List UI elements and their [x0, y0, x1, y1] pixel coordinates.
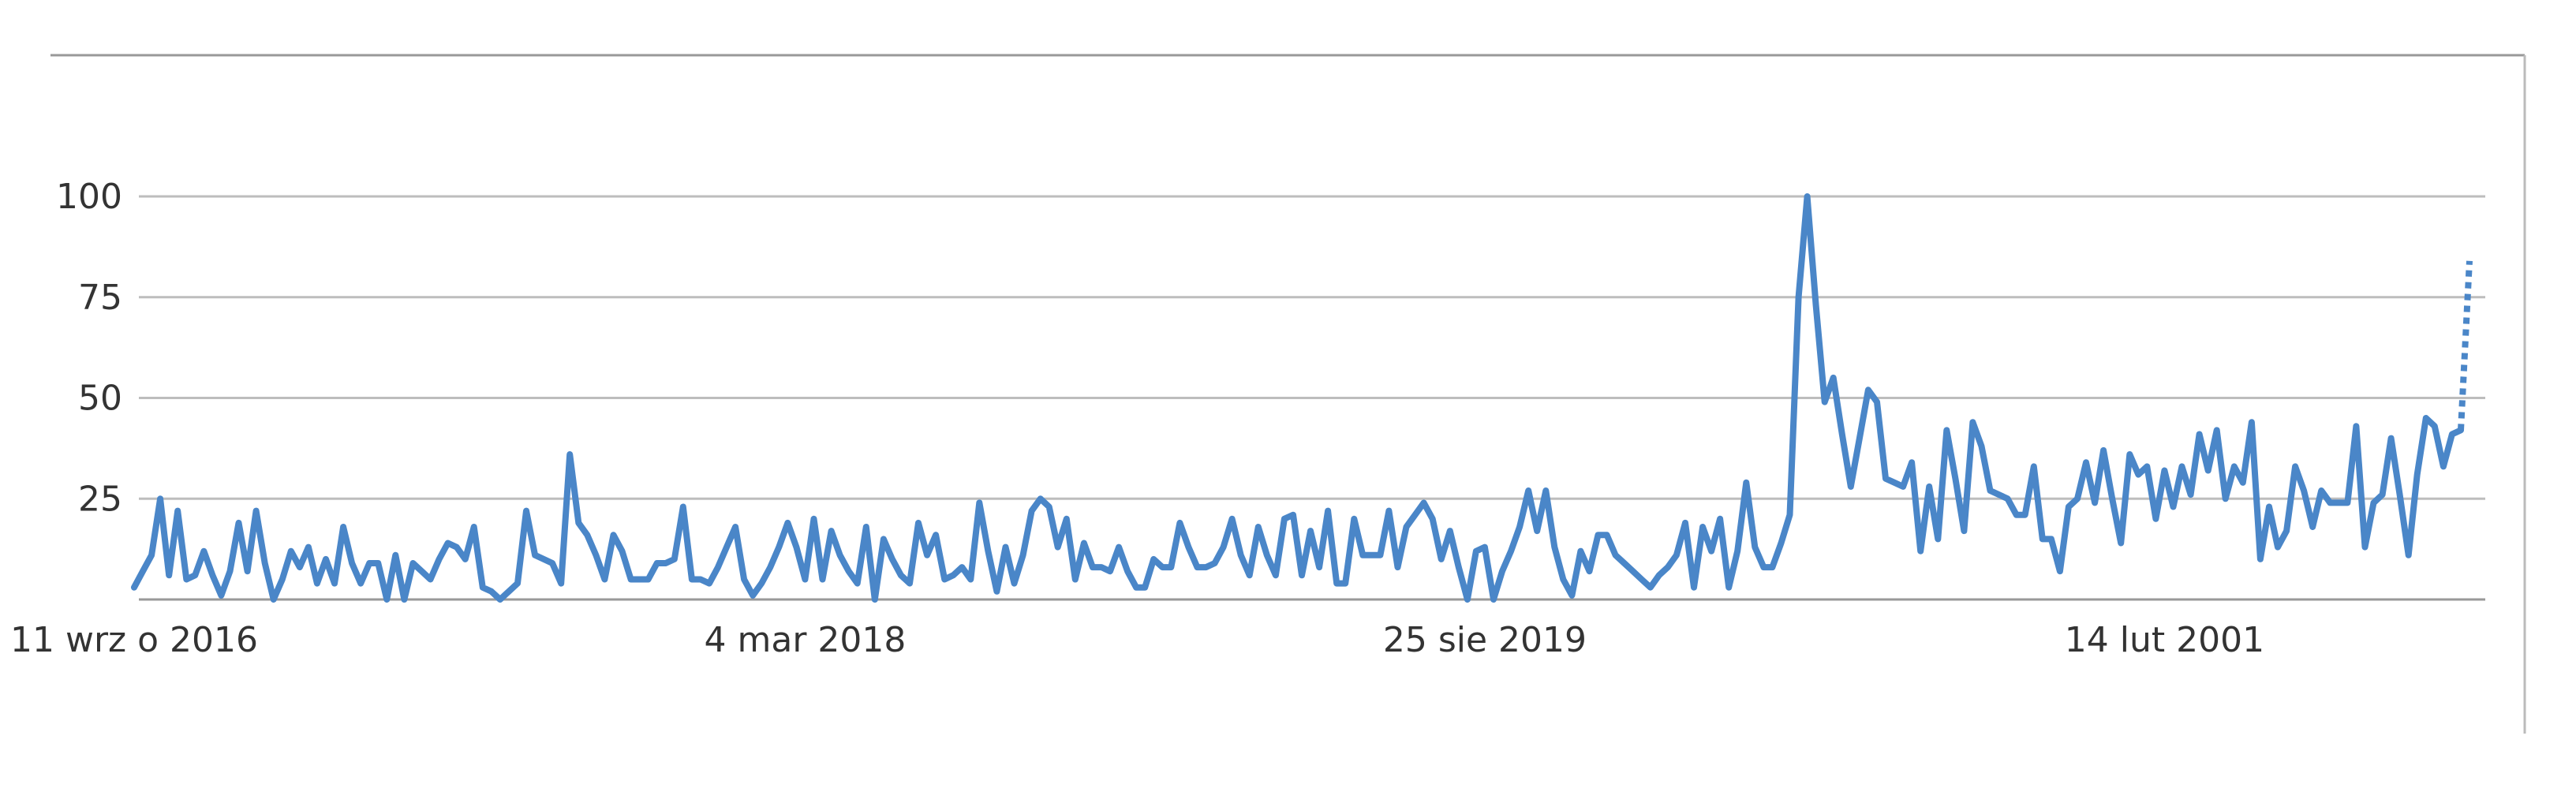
x-tick-label: 4 mar 2018 [705, 620, 907, 660]
series-layer [131, 193, 2473, 603]
x-tick-label: 11 wrz o 2016 [10, 620, 258, 660]
y-tick-label: 75 [78, 278, 122, 318]
y-axis: 25 50 75 100 [56, 177, 122, 519]
series-line [131, 193, 2464, 603]
y-tick-label: 100 [56, 177, 122, 217]
x-axis: 11 wrz o 2016 4 mar 2018 25 sie 2019 14 lut… [10, 620, 2264, 660]
x-tick-label: 14 lut 2001 [2065, 620, 2264, 660]
x-tick-label: 25 sie 2019 [1383, 620, 1587, 660]
series-partial-line [2458, 260, 2473, 431]
y-tick-label: 50 [78, 379, 122, 419]
gridlines [139, 195, 2485, 601]
y-tick-label: 25 [78, 479, 122, 519]
